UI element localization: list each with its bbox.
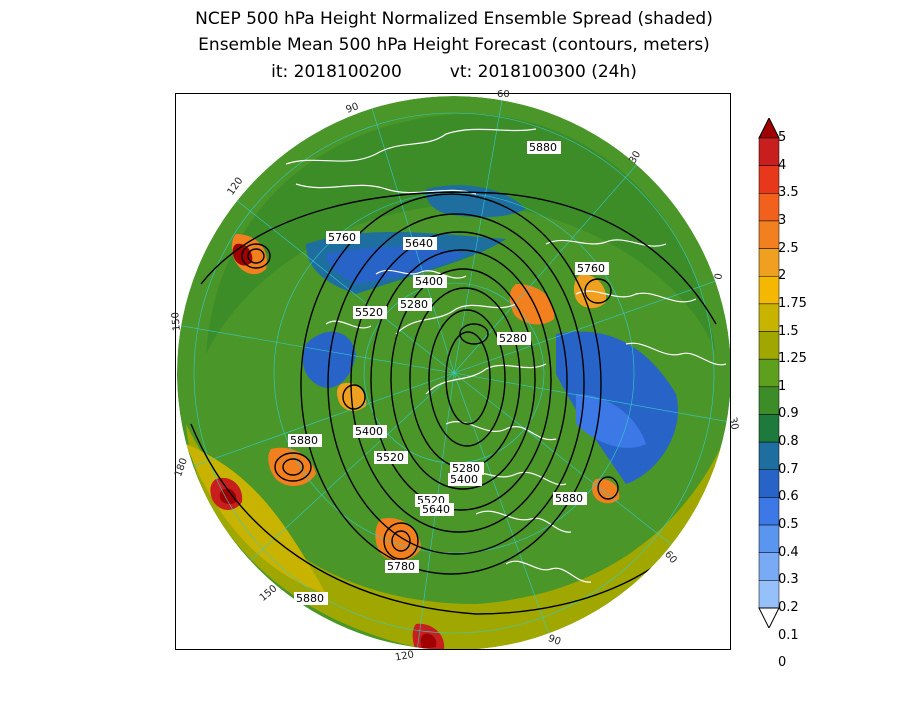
contour-label: 5760 — [577, 262, 605, 275]
colorbar-swatch — [758, 220, 780, 249]
lon-label: 120 — [394, 649, 415, 664]
title-line-2: Ensemble Mean 500 hPa Height Forecast (c… — [198, 35, 710, 55]
colorbar — [758, 118, 780, 628]
lat-lon-grid — [177, 96, 730, 649]
colorbar-label: 0.3 — [778, 572, 799, 588]
colorbar-label: 1 — [778, 378, 787, 394]
colorbar-swatch — [758, 497, 780, 526]
title-line-3: it: 2018100200 vt: 2018100300 (24h) — [0, 61, 908, 83]
colorbar-label: 2.5 — [778, 240, 799, 256]
title-line-1: NCEP 500 hPa Height Normalized Ensemble … — [195, 9, 713, 29]
colorbar-swatch — [758, 414, 780, 443]
colorbar-swatch — [758, 441, 780, 471]
colorbar-swatch — [758, 469, 780, 498]
contour-label: 5880 — [529, 141, 557, 154]
contour-labels: 5880 5760 5640 5400 5520 5280 5280 5760 … — [288, 141, 609, 605]
colorbar-swatch — [758, 386, 780, 415]
valid-time: vt: 2018100300 (24h) — [449, 62, 637, 82]
contour-label: 5280 — [499, 332, 527, 345]
colorbar-label: 0.8 — [778, 434, 799, 450]
colorbar-swatch — [758, 524, 780, 553]
lon-label: 150 — [170, 311, 183, 332]
colorbar-label: 4 — [778, 157, 787, 173]
map-canvas: 5880 5760 5640 5400 5520 5280 5280 5760 … — [177, 96, 730, 649]
contour-label: 5280 — [452, 462, 480, 475]
colorbar-label: 0.7 — [778, 461, 799, 477]
colorbar-label: 0.4 — [778, 544, 799, 560]
contour-label: 5400 — [415, 275, 443, 288]
contour-label: 5640 — [422, 503, 450, 516]
contour-label: 5400 — [450, 473, 478, 486]
contour-label: 5520 — [355, 306, 383, 319]
colorbar-swatch — [758, 165, 780, 194]
colorbar-label: 5 — [778, 130, 787, 145]
contour-label: 5880 — [290, 434, 318, 447]
colorbar-label: 0.2 — [778, 600, 799, 615]
colorbar-swatch — [758, 137, 780, 166]
colorbar-label: 0.6 — [778, 489, 799, 505]
polar-map: 5880 5760 5640 5400 5520 5280 5280 5760 … — [175, 93, 731, 650]
colorbar-label: 0.1 — [778, 627, 799, 643]
colorbar-top-arrow — [758, 118, 780, 139]
contour-label: 5780 — [387, 560, 415, 573]
contour-label: 5640 — [405, 237, 433, 250]
colorbar-swatch — [758, 303, 780, 332]
colorbar-swatch — [758, 331, 780, 360]
colorbar-label: 0 — [778, 655, 787, 671]
init-time: it: 2018100200 — [271, 62, 402, 82]
colorbar-swatch — [758, 248, 780, 277]
colorbar-swatch — [758, 193, 780, 222]
contour-label: 5760 — [328, 231, 356, 244]
colorbar-label: 0.5 — [778, 517, 799, 533]
lon-label: 30 — [726, 416, 740, 431]
contour-label: 5880 — [296, 592, 324, 605]
colorbar-swatch — [758, 552, 780, 581]
colorbar-swatch — [758, 580, 780, 609]
coastlines — [285, 128, 727, 583]
colorbar-swatch — [758, 275, 780, 305]
contour-label: 5520 — [376, 451, 404, 464]
height-contours — [190, 191, 722, 615]
colorbar-label: 3.5 — [778, 185, 799, 201]
colorbar-label: 1.75 — [778, 295, 807, 311]
colorbar-label: 3 — [778, 212, 787, 228]
contour-label: 5880 — [555, 492, 583, 505]
colorbar-label: 1.25 — [778, 351, 807, 367]
colorbar-bottom-arrow — [758, 607, 780, 628]
colorbar-label: 1.5 — [778, 323, 799, 339]
lon-label: 60 — [497, 89, 510, 100]
contour-label: 5400 — [355, 425, 383, 438]
colorbar-label: 2 — [778, 268, 787, 284]
contour-label: 5280 — [400, 298, 428, 311]
colorbar-swatch — [758, 358, 780, 388]
colorbar-label: 0.9 — [778, 406, 799, 422]
